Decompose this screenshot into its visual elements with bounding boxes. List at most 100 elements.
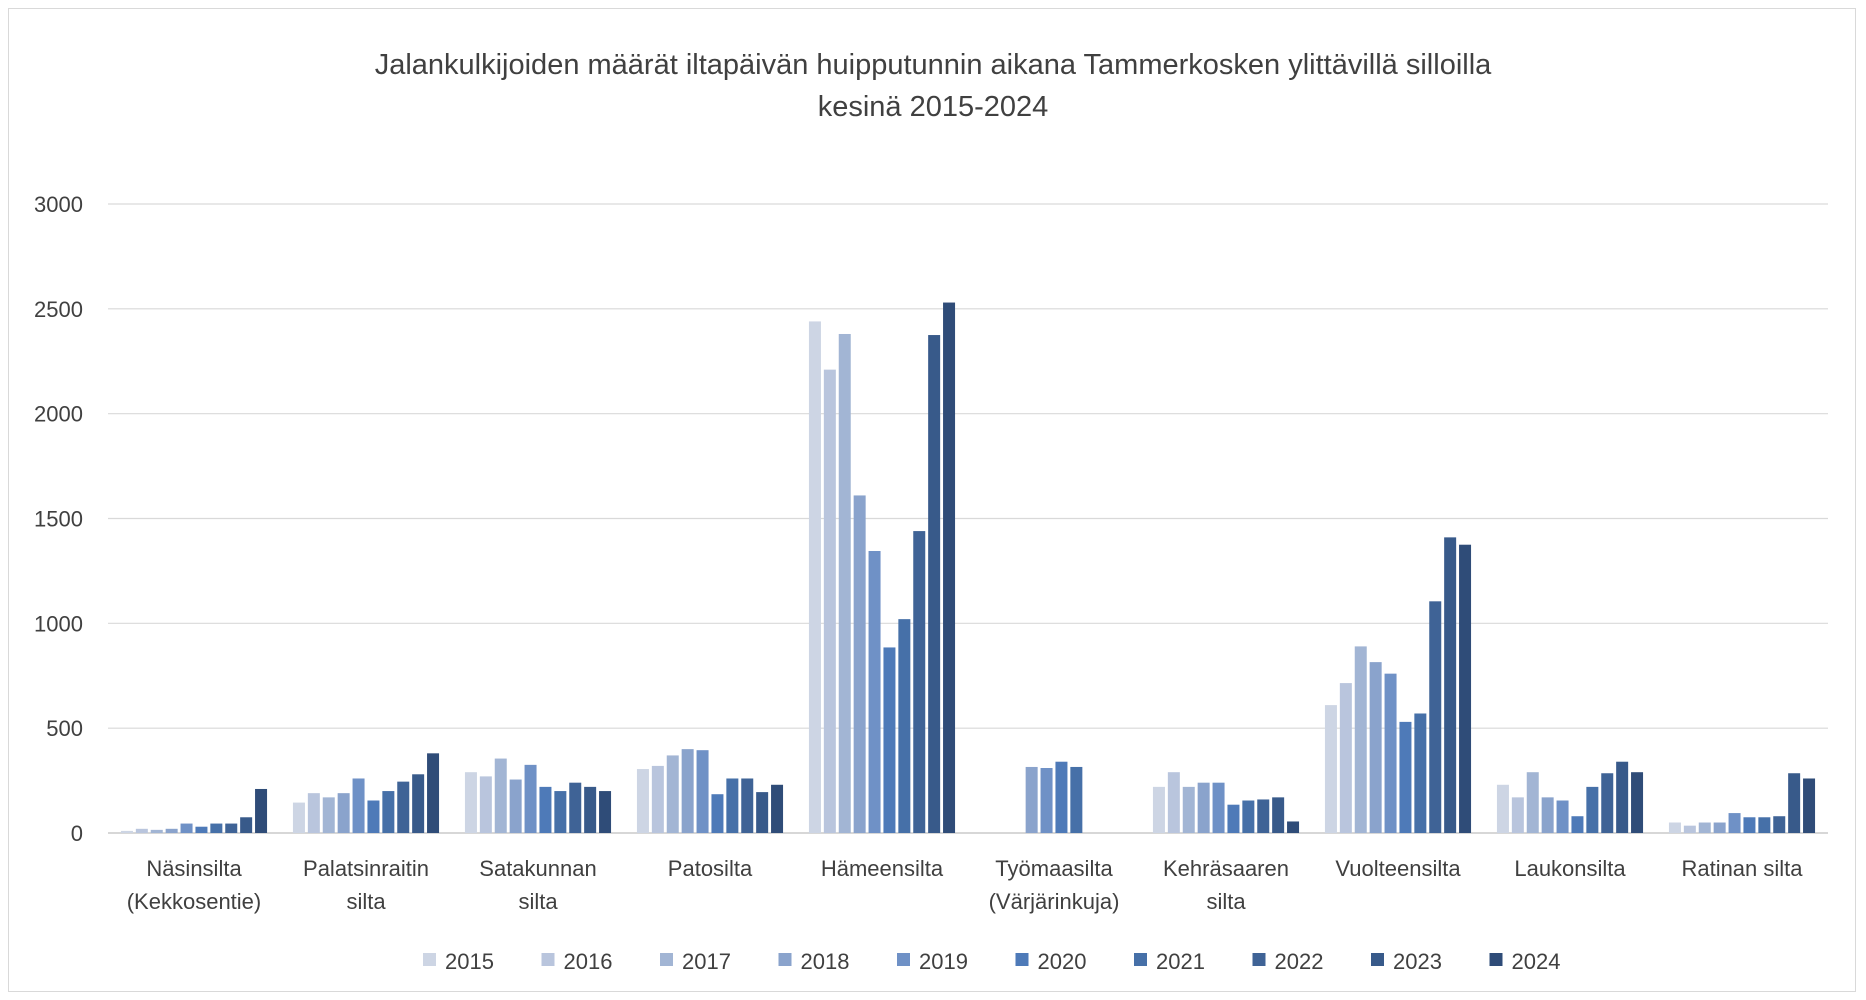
bar-2017 [1698,822,1711,833]
bar-2022 [397,781,410,833]
bar-2019 [868,550,881,833]
bar-2024 [599,791,612,833]
y-tick-label: 2500 [34,297,83,322]
bar-2021 [554,791,567,833]
bar-2018 [1541,797,1554,833]
bar-2016 [307,793,320,833]
legend-label-2022: 2022 [1275,949,1324,974]
bar-2021 [382,791,395,833]
category-label: Näsinsilta [146,856,242,881]
bar-2024 [1459,544,1472,833]
category-label: silta [1206,889,1246,914]
bar-2018 [681,749,694,833]
bar-2021 [210,823,223,833]
bar-2019 [696,750,709,833]
bar-2021 [1242,800,1255,833]
bar-2015 [1152,786,1165,833]
legend-label-2021: 2021 [1156,949,1205,974]
bar-2024 [943,302,956,833]
legend-swatch-2021 [1134,953,1147,966]
legend-label-2020: 2020 [1038,949,1087,974]
bar-2015 [636,769,649,833]
bar-2023 [584,786,597,833]
bar-2018 [165,828,178,833]
bar-2023 [412,774,425,833]
bar-2018 [337,793,350,833]
bar-2020 [1055,761,1068,833]
bar-2024 [255,788,268,833]
bar-2024 [1631,772,1644,833]
category-label: Ratinan silta [1681,856,1803,881]
bar-2016 [651,765,664,833]
bar-2016 [479,776,492,833]
bar-2023 [756,792,769,833]
bar-2021 [726,778,739,833]
bar-2022 [225,823,238,833]
chart-title-line-2: kesinä 2015-2024 [818,91,1049,123]
legend-label-2016: 2016 [564,949,613,974]
category-label: Hämeensilta [821,856,944,881]
bar-2023 [928,335,941,833]
category-label: Kehräsaaren [1163,856,1289,881]
y-tick-label: 0 [71,821,83,846]
legend-label-2019: 2019 [919,949,968,974]
bar-2024 [1287,821,1300,833]
bar-2016 [823,369,836,833]
bar-2016 [1167,772,1180,833]
category-label: Satakunnan [479,856,596,881]
legend-swatch-2022 [1252,953,1266,966]
category-label: silta [518,889,558,914]
bar-2019 [1556,800,1569,833]
bar-2019 [180,823,193,833]
bar-2016 [1339,683,1352,833]
bar-2020 [195,826,208,833]
bar-2020 [1399,721,1412,833]
bar-2023 [1272,797,1285,833]
bar-2022 [1773,816,1786,833]
bar-2016 [1683,825,1696,833]
bar-2016 [1511,797,1524,833]
legend-label-2023: 2023 [1393,949,1442,974]
bar-2017 [1182,786,1195,833]
bar-2017 [1526,772,1539,833]
bar-2024 [1803,778,1816,833]
bar-2022 [569,782,582,833]
category-label: Työmaasilta [995,856,1113,881]
bar-2022 [741,778,754,833]
bar-2018 [1369,662,1382,833]
bar-2024 [427,753,440,833]
y-tick-label: 1500 [34,507,83,532]
bar-2022 [913,531,926,833]
bar-2020 [883,647,896,833]
category-label: Patosilta [668,856,753,881]
legend-label-2018: 2018 [801,949,850,974]
bar-2015 [292,802,305,833]
legend-swatch-2017 [660,953,673,966]
bar-2017 [150,829,163,833]
bar-2022 [1429,601,1442,833]
bar-2021 [898,619,911,833]
bar-2021 [1070,766,1083,833]
bar-2017 [666,755,679,833]
category-label: (Värjärinkuja) [989,889,1120,914]
category-label: Palatsinraitin [303,856,429,881]
bar-2017 [1354,646,1367,833]
bar-2017 [838,333,851,833]
bar-2023 [1788,773,1801,833]
bar-2019 [1212,782,1225,833]
legend-swatch-2019 [897,953,910,966]
legend-swatch-2020 [1015,953,1029,966]
legend-label-2017: 2017 [682,949,731,974]
bar-2019 [352,778,365,833]
bar-2022 [1601,773,1614,833]
bar-2019 [1384,673,1397,833]
bar-2018 [509,779,522,833]
bar-2015 [1668,822,1681,833]
y-tick-label: 500 [46,716,83,741]
bar-2020 [1227,804,1240,833]
bar-2017 [494,758,507,833]
legend-label-2015: 2015 [445,949,494,974]
bar-2019 [1040,768,1053,833]
category-label: silta [346,889,386,914]
